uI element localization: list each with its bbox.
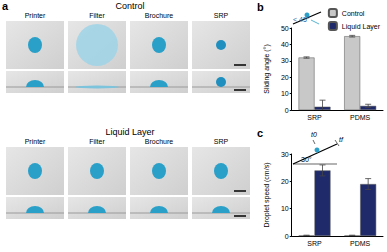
svg-text:Control: Control: [115, 1, 144, 11]
svg-text:40: 40: [281, 41, 289, 48]
svg-text:30: 30: [281, 57, 289, 64]
svg-text:Filter: Filter: [89, 12, 105, 19]
svg-text:Brochure: Brochure: [145, 12, 174, 19]
svg-text:t0: t0: [311, 131, 317, 138]
svg-text:10: 10: [281, 90, 289, 97]
svg-text:SRP: SRP: [307, 114, 322, 121]
svg-text:Droplet speed (cm/s): Droplet speed (cm/s): [263, 163, 271, 228]
svg-text:Printer: Printer: [25, 138, 46, 145]
svg-text:Liquid Layer: Liquid Layer: [105, 127, 154, 137]
svg-text:Liquid Layer: Liquid Layer: [342, 23, 381, 31]
svg-text:b: b: [257, 1, 264, 13]
svg-text:Brochure: Brochure: [145, 138, 174, 145]
svg-text:SRP: SRP: [214, 138, 229, 145]
svg-text:10: 10: [281, 205, 289, 212]
svg-text:Sliding angle (°): Sliding angle (°): [263, 44, 271, 94]
svg-text:PDMS: PDMS: [350, 114, 371, 121]
svg-text:tf: tf: [339, 136, 344, 143]
svg-text:Control: Control: [342, 10, 365, 17]
svg-text:20: 20: [281, 178, 289, 185]
svg-text:30: 30: [281, 151, 289, 158]
svg-text:a: a: [2, 0, 9, 12]
svg-text:SRP: SRP: [214, 12, 229, 19]
svg-text:30°: 30°: [301, 156, 312, 163]
svg-text:PDMS: PDMS: [350, 240, 371, 247]
svg-text:0: 0: [285, 107, 289, 114]
svg-text:Filter: Filter: [89, 138, 105, 145]
svg-text:0: 0: [285, 233, 289, 240]
svg-text:SRP: SRP: [307, 240, 322, 247]
svg-text:c: c: [257, 127, 263, 139]
svg-text:< 45°: < 45°: [293, 16, 310, 23]
svg-text:20: 20: [281, 74, 289, 81]
svg-text:Printer: Printer: [25, 12, 46, 19]
svg-text:50: 50: [281, 25, 289, 32]
